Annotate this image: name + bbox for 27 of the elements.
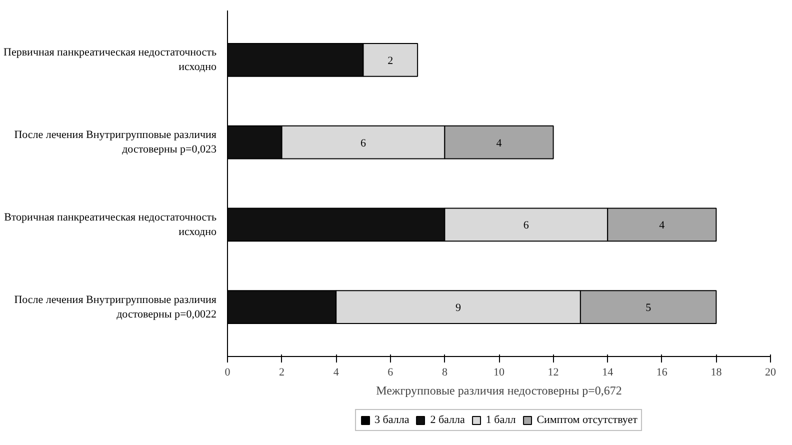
legend-label: 2 балла bbox=[430, 414, 465, 426]
x-tick-label: 4 bbox=[333, 366, 340, 378]
x-tick-label: 0 bbox=[224, 366, 231, 378]
x-tick-label: 20 bbox=[765, 366, 776, 378]
data-label: 4 bbox=[496, 137, 502, 150]
data-label: 2 bbox=[388, 54, 394, 67]
y-tick-label: Первичная панкреатическая недостаточность исходно bbox=[4, 46, 217, 74]
x-tick-label: 2 bbox=[279, 366, 285, 378]
y-tick-label: После лечения Внутригрупповые различия достоверны p=0,023 bbox=[14, 129, 217, 156]
legend-label: 1 балл bbox=[486, 414, 516, 426]
data-label: 5 bbox=[646, 302, 652, 314]
x-tick-label: 18 bbox=[710, 366, 722, 378]
data-label: 6 bbox=[523, 220, 530, 232]
data-label: 9 bbox=[456, 302, 462, 314]
x-tick-label: 12 bbox=[548, 366, 559, 378]
data-label: 4 bbox=[659, 220, 666, 232]
x-tick-label: 8 bbox=[442, 366, 448, 378]
x-tick-label: 10 bbox=[494, 366, 505, 378]
x-tick-label: 14 bbox=[602, 366, 614, 378]
data-label: 6 bbox=[360, 137, 366, 150]
x-tick-label: 6 bbox=[388, 366, 394, 378]
x-axis-title: Межгрупповые различия недостоверны p=0,672 bbox=[376, 384, 622, 398]
legend-label: 3 балла bbox=[374, 414, 410, 426]
y-tick-label: Вторичная панкреатическая недостаточность исходно bbox=[4, 211, 217, 238]
legend-label: Симптом отсутствует bbox=[536, 414, 638, 426]
x-tick-label: 16 bbox=[656, 366, 668, 378]
y-tick-label: После лечения Внутригрупповые различия достоверны p=0,0022 bbox=[14, 294, 217, 320]
